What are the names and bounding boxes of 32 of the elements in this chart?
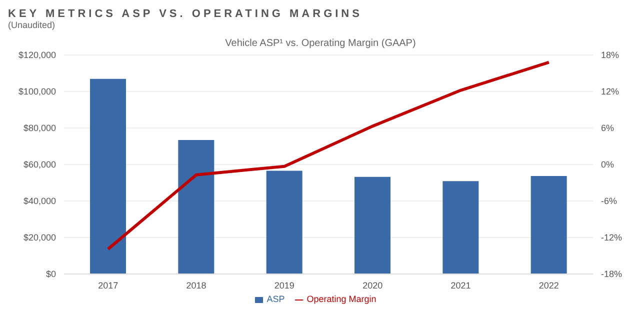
text: Vehicle ASP¹ vs. Operating Margin (GAAP) xyxy=(224,38,417,49)
legend-label: Operating Margin xyxy=(306,294,376,304)
y2-tick-label: 18% xyxy=(601,50,620,60)
y-tick-label: $20,000 xyxy=(23,232,56,243)
x-tick-label: 2021 xyxy=(450,280,471,290)
y-tick-label: $0 xyxy=(46,269,56,280)
legend-label: ASP xyxy=(266,294,285,304)
line-series xyxy=(106,60,550,251)
x-tick-label: 2019 xyxy=(274,280,294,290)
bar xyxy=(354,176,390,274)
bar xyxy=(178,140,214,274)
y2-tick-label: -18% xyxy=(601,269,622,280)
x-tick-label: 2017 xyxy=(98,280,118,290)
bar xyxy=(90,78,126,274)
y-tick-label: $120,000 xyxy=(18,50,56,60)
y-tick-label: $40,000 xyxy=(23,196,56,206)
y-tick-label: $100,000 xyxy=(18,86,56,97)
y2-tick-label: 12% xyxy=(601,86,620,97)
x-tick-label: 2022 xyxy=(538,280,559,290)
y-tick-label: $60,000 xyxy=(23,160,56,170)
bar xyxy=(442,181,479,274)
bar xyxy=(530,176,567,274)
x-tick-label: 2020 xyxy=(362,280,383,290)
y-tick-label: $80,000 xyxy=(23,123,56,134)
chart-title: KEY METRICS ASP VS. OPERATING MARGINS xyxy=(8,8,364,20)
x-tick-label: 2018 xyxy=(186,280,206,290)
y2-tick-label: -12% xyxy=(601,232,622,243)
y2-tick-label: -6% xyxy=(601,196,618,206)
chart-subtitle: (Unaudited) xyxy=(8,20,56,30)
bar xyxy=(266,170,302,274)
y2-tick-label: 0% xyxy=(601,160,614,170)
y2-tick-label: 6% xyxy=(601,123,614,134)
